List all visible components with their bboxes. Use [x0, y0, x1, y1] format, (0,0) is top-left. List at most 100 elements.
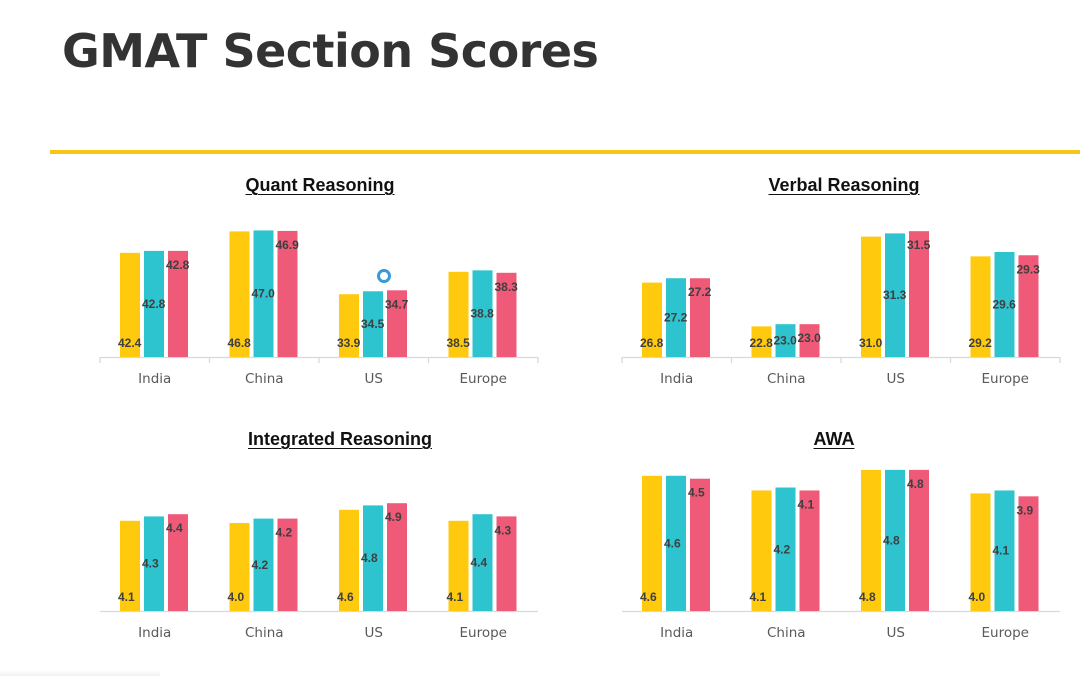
data-label: 29.6 — [993, 297, 1017, 311]
category-label: US — [365, 371, 383, 387]
data-label: 4.4 — [166, 521, 183, 535]
data-label: 23.0 — [798, 331, 822, 345]
category-label: China — [245, 625, 284, 641]
category-label: US — [365, 625, 383, 641]
category-label: China — [767, 371, 806, 387]
data-label: 4.6 — [640, 590, 657, 604]
data-label: 31.0 — [859, 336, 883, 350]
bar-integrated-europe-s3 — [496, 516, 517, 611]
category-label: Europe — [460, 625, 507, 641]
data-label: 42.4 — [118, 336, 142, 350]
bar-verbal-india-s3 — [690, 278, 710, 357]
bar-integrated-india-s2 — [144, 516, 164, 611]
bar-integrated-china-s3 — [277, 518, 298, 611]
bar-verbal-china-s1 — [751, 326, 772, 357]
bar-awa-europe-s2 — [994, 490, 1015, 611]
data-label: 4.3 — [142, 557, 159, 571]
data-label: 4.2 — [774, 542, 791, 556]
category-label: US — [887, 625, 905, 641]
bar-verbal-china-s2 — [775, 324, 796, 357]
category-label: India — [660, 625, 693, 641]
bar-integrated-china-s2 — [253, 518, 274, 611]
chart-title-integrated: Integrated Reasoning — [247, 429, 433, 449]
data-label: 38.3 — [495, 280, 519, 294]
chart-title-quant: Quant Reasoning — [245, 175, 395, 195]
bar-verbal-us-s2 — [885, 233, 905, 357]
data-label: 29.2 — [969, 336, 993, 350]
bar-verbal-europe-s3 — [1018, 255, 1039, 357]
data-label: 4.1 — [447, 590, 464, 604]
data-label: 4.2 — [252, 558, 269, 572]
category-label: Europe — [982, 371, 1029, 387]
data-label: 4.8 — [907, 477, 924, 491]
data-label: 42.8 — [166, 258, 190, 272]
bar-quant-us-s2 — [363, 291, 383, 357]
cursor-ring-icon — [377, 269, 391, 283]
bar-awa-us-s3 — [909, 469, 929, 611]
bar-awa-china-s2 — [775, 487, 796, 611]
data-label: 23.0 — [774, 334, 798, 348]
data-label: 4.1 — [750, 590, 767, 604]
bar-awa-china-s3 — [799, 490, 820, 611]
data-label: 34.5 — [361, 317, 385, 331]
data-label: 4.1 — [993, 544, 1010, 558]
bar-quant-us-s1 — [339, 294, 359, 357]
data-label: 31.5 — [907, 238, 931, 252]
data-label: 27.2 — [664, 311, 688, 325]
data-label: 34.7 — [385, 297, 409, 311]
category-label: Europe — [982, 625, 1029, 641]
data-label: 4.5 — [688, 486, 705, 500]
bar-quant-us-s3 — [387, 290, 407, 357]
title-divider — [50, 150, 1080, 154]
data-label: 4.2 — [276, 526, 293, 540]
data-label: 4.6 — [664, 536, 681, 550]
bar-awa-india-s3 — [690, 478, 710, 611]
bar-integrated-china-s1 — [229, 523, 250, 611]
data-label: 31.3 — [883, 288, 907, 302]
bar-quant-europe-s2 — [472, 270, 493, 357]
bar-verbal-us-s1 — [861, 236, 881, 357]
bar-awa-china-s1 — [751, 490, 772, 611]
data-label: 38.5 — [447, 336, 471, 350]
chart-title-verbal: Verbal Reasoning — [768, 175, 920, 195]
bar-awa-europe-s3 — [1018, 496, 1039, 611]
bar-awa-us-s1 — [861, 469, 881, 611]
data-label: 46.8 — [228, 336, 252, 350]
bar-integrated-europe-s2 — [472, 514, 493, 611]
bar-quant-europe-s3 — [496, 272, 517, 357]
bar-verbal-india-s2 — [666, 278, 686, 357]
category-label: India — [138, 625, 171, 641]
data-label: 46.9 — [276, 238, 300, 252]
data-label: 22.8 — [750, 336, 774, 350]
bar-integrated-india-s3 — [168, 514, 188, 611]
bar-verbal-china-s3 — [799, 324, 820, 357]
bar-awa-europe-s1 — [970, 493, 991, 611]
category-label: China — [767, 625, 806, 641]
category-label: India — [138, 371, 171, 387]
page-title: GMAT Section Scores — [62, 24, 599, 78]
data-label: 27.2 — [688, 285, 712, 299]
data-label: 4.0 — [969, 590, 986, 604]
data-label: 33.9 — [337, 336, 361, 350]
bar-quant-india-s1 — [120, 252, 140, 357]
category-label: China — [245, 371, 284, 387]
data-label: 4.3 — [495, 523, 512, 537]
data-label: 4.4 — [471, 556, 488, 570]
bottom-shadow — [0, 670, 160, 676]
bar-quant-india-s3 — [168, 250, 188, 357]
data-label: 38.8 — [471, 307, 495, 321]
bar-quant-china-s1 — [229, 231, 250, 357]
data-label: 4.6 — [337, 590, 354, 604]
bar-verbal-india-s1 — [642, 282, 662, 357]
bar-awa-us-s2 — [885, 469, 905, 611]
bar-quant-europe-s1 — [448, 271, 469, 357]
category-label: Europe — [460, 371, 507, 387]
data-label: 4.8 — [859, 590, 876, 604]
data-label: 42.8 — [142, 297, 166, 311]
data-label: 29.3 — [1017, 262, 1041, 276]
data-label: 47.0 — [252, 287, 276, 301]
bar-integrated-us-s2 — [363, 505, 383, 611]
data-label: 4.1 — [798, 497, 815, 511]
bar-integrated-europe-s1 — [448, 520, 469, 611]
